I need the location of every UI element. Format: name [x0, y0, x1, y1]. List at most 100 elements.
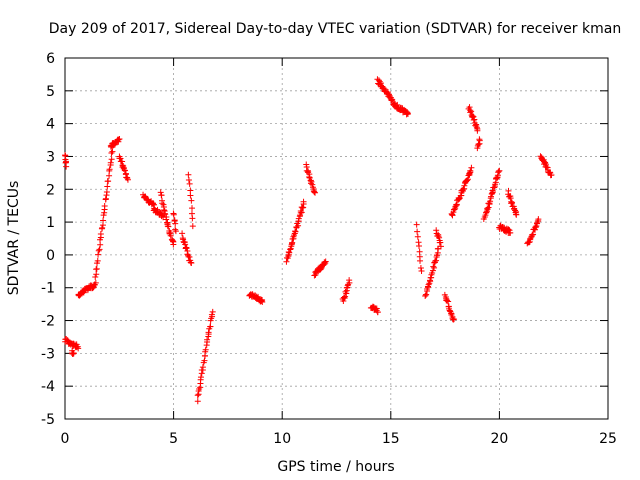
y-tick-label: 5: [46, 84, 55, 100]
data-point: [471, 120, 478, 127]
data-point: [290, 235, 297, 242]
data-point: [431, 264, 438, 271]
data-point: [105, 178, 112, 185]
data-point: [491, 184, 498, 191]
data-point: [204, 336, 211, 343]
data-point: [209, 308, 216, 315]
data-point: [446, 307, 453, 314]
data-point: [259, 298, 266, 305]
data-point: [451, 206, 458, 213]
chart-title: Day 209 of 2017, Sidereal Day-to-day VTE…: [49, 21, 621, 37]
data-point: [92, 279, 99, 286]
data-point: [435, 233, 442, 240]
data-point: [208, 311, 215, 318]
data-point: [185, 176, 192, 183]
data-point: [104, 183, 111, 190]
y-tick-label: -3: [41, 346, 55, 362]
x-tick-label: 15: [382, 431, 400, 447]
data-point: [414, 233, 421, 240]
plot-frame: [64, 57, 609, 420]
data-point: [535, 216, 542, 223]
y-tick-label: -1: [41, 281, 55, 297]
data-point: [437, 243, 444, 250]
data-point: [476, 137, 483, 144]
data-point: [414, 228, 421, 235]
data-point: [345, 281, 352, 288]
y-axis-label: SDTVAR / TECUs: [6, 181, 22, 296]
data-point: [108, 156, 115, 163]
data-point: [185, 171, 192, 178]
data-point: [108, 149, 115, 156]
data-point: [467, 109, 474, 116]
data-point: [433, 227, 440, 234]
y-tick-label: -2: [41, 314, 55, 330]
data-point: [286, 249, 293, 256]
data-point: [120, 164, 127, 171]
data-point: [317, 265, 324, 272]
data-point: [167, 232, 174, 239]
data-point: [416, 248, 423, 255]
data-point: [425, 281, 432, 288]
y-tick-label: 4: [46, 117, 55, 133]
data-point: [121, 167, 128, 174]
data-point: [205, 329, 212, 336]
data-point: [189, 223, 196, 230]
data-point: [450, 316, 457, 323]
data-point: [75, 345, 82, 352]
data-point: [186, 180, 193, 187]
data-point: [468, 108, 475, 115]
data-point: [102, 195, 109, 202]
data-point: [468, 164, 475, 171]
data-point: [308, 178, 315, 185]
data-point: [170, 211, 177, 218]
data-point: [448, 310, 455, 317]
y-tick-label: 6: [46, 51, 55, 67]
data-point: [418, 267, 425, 274]
y-tick-label: 2: [46, 182, 55, 198]
data-point: [437, 239, 444, 246]
data-point: [297, 207, 304, 214]
data-point: [474, 125, 481, 132]
data-point: [445, 298, 452, 305]
data-point: [199, 364, 206, 371]
data-point: [417, 265, 424, 272]
data-point: [194, 392, 201, 399]
x-tick-label: 10: [273, 431, 291, 447]
data-point: [172, 228, 179, 235]
data-point: [385, 91, 392, 98]
data-point: [451, 316, 458, 323]
data-point: [207, 323, 214, 330]
data-point: [312, 189, 319, 196]
data-point: [107, 159, 114, 166]
data-point: [436, 234, 443, 241]
data-point: [197, 374, 204, 381]
data-point: [509, 199, 516, 206]
data-point: [423, 291, 430, 298]
data-point: [507, 195, 514, 202]
data-point: [163, 216, 170, 223]
data-point: [374, 309, 381, 316]
data-point: [298, 209, 305, 216]
data-point: [548, 172, 555, 179]
data-point: [373, 305, 380, 312]
data-point: [62, 159, 69, 166]
data-point: [106, 166, 113, 173]
data-point: [416, 242, 423, 249]
data-point: [306, 174, 313, 181]
data-point: [417, 257, 424, 264]
data-point: [115, 136, 122, 143]
x-tick-label: 0: [61, 431, 70, 447]
data-point: [165, 223, 172, 230]
data-point: [187, 192, 194, 199]
data-point: [92, 274, 99, 281]
data-point: [507, 229, 514, 236]
data-point: [464, 177, 471, 184]
data-point: [109, 148, 116, 155]
data-point: [183, 245, 190, 252]
data-point: [97, 231, 104, 238]
data-point: [182, 244, 189, 251]
data-point: [292, 228, 299, 235]
data-point: [422, 293, 429, 300]
data-point: [321, 259, 328, 266]
